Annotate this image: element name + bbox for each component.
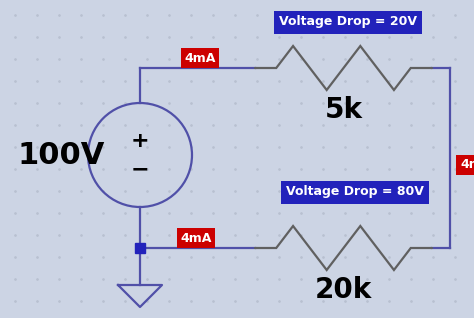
Text: 4mA: 4mA xyxy=(460,158,474,171)
Text: 100V: 100V xyxy=(18,141,105,169)
Text: Voltage Drop = 80V: Voltage Drop = 80V xyxy=(286,185,424,198)
Text: 4mA: 4mA xyxy=(180,232,212,245)
Text: 5k: 5k xyxy=(325,96,363,124)
Text: Voltage Drop = 20V: Voltage Drop = 20V xyxy=(279,16,417,29)
Text: +: + xyxy=(131,131,149,151)
Text: 20k: 20k xyxy=(315,276,372,304)
Text: −: − xyxy=(131,159,149,179)
Text: 4mA: 4mA xyxy=(184,52,216,65)
